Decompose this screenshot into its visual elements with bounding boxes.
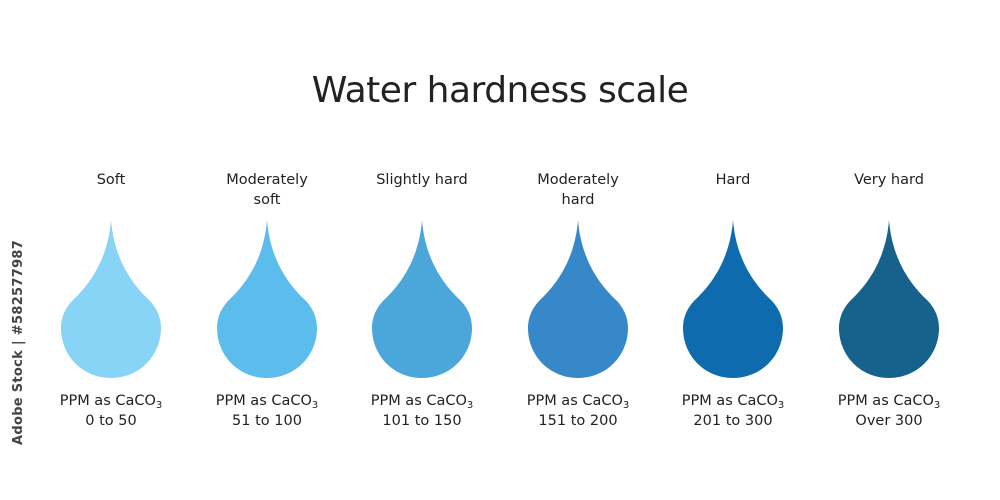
ppm-unit: PPM as CaCO3 xyxy=(192,391,342,411)
level-name-line: Moderately xyxy=(537,172,619,188)
ppm-label: PPM as CaCO3 51 to 100 xyxy=(192,391,342,431)
ppm-unit: PPM as CaCO3 xyxy=(503,391,653,411)
ppm-unit-subscript: 3 xyxy=(933,400,941,411)
level-name-line: Very hard xyxy=(854,172,924,188)
ppm-range: 201 to 300 xyxy=(693,413,773,429)
ppm-unit-text: PPM as CaCO xyxy=(681,393,778,409)
level-name: Slightly hard xyxy=(347,170,497,190)
ppm-range: 101 to 150 xyxy=(382,413,462,429)
hardness-level-hard: Hard PPM as CaCO3 201 to 300 xyxy=(658,0,808,500)
ppm-label: PPM as CaCO3 101 to 150 xyxy=(347,391,497,431)
hardness-level-moderately-soft: Moderately soft PPM as CaCO3 51 to 100 xyxy=(192,0,342,500)
ppm-unit-text: PPM as CaCO xyxy=(370,393,467,409)
ppm-unit-subscript: 3 xyxy=(622,400,630,411)
level-name: Hard xyxy=(658,170,808,190)
water-drop-shape xyxy=(217,220,317,378)
ppm-unit-subscript: 3 xyxy=(155,400,163,411)
ppm-unit: PPM as CaCO3 xyxy=(814,391,964,411)
water-drop-icon xyxy=(683,218,783,378)
level-name-line: Hard xyxy=(715,172,751,188)
water-drop-shape xyxy=(528,220,628,378)
level-name-line: Soft xyxy=(96,172,126,188)
level-name-line: hard xyxy=(561,192,595,208)
ppm-unit-text: PPM as CaCO xyxy=(526,393,623,409)
level-name: Soft xyxy=(36,170,186,190)
ppm-unit: PPM as CaCO3 xyxy=(36,391,186,411)
water-drop-icon xyxy=(61,218,161,378)
ppm-unit-text: PPM as CaCO xyxy=(837,393,934,409)
ppm-range: Over 300 xyxy=(855,413,923,429)
water-drop-shape xyxy=(839,220,939,378)
hardness-level-soft: Soft PPM as CaCO3 0 to 50 xyxy=(36,0,186,500)
water-drop-icon xyxy=(528,218,628,378)
ppm-label: PPM as CaCO3 0 to 50 xyxy=(36,391,186,431)
hardness-level-moderately-hard: Moderately hard PPM as CaCO3 151 to 200 xyxy=(503,0,653,500)
ppm-unit-text: PPM as CaCO xyxy=(215,393,312,409)
level-name: Moderately soft xyxy=(192,170,342,210)
ppm-range: 0 to 50 xyxy=(85,413,137,429)
level-name: Very hard xyxy=(814,170,964,190)
water-drop-shape xyxy=(372,220,472,378)
hardness-level-very-hard: Very hard PPM as CaCO3 Over 300 xyxy=(814,0,964,500)
ppm-unit-text: PPM as CaCO xyxy=(59,393,156,409)
water-drop-icon xyxy=(217,218,317,378)
ppm-unit-subscript: 3 xyxy=(466,400,474,411)
ppm-label: PPM as CaCO3 Over 300 xyxy=(814,391,964,431)
level-name-line: Slightly hard xyxy=(376,172,468,188)
water-drop-icon xyxy=(839,218,939,378)
page-title: Water hardness scale xyxy=(311,70,689,111)
ppm-label: PPM as CaCO3 151 to 200 xyxy=(503,391,653,431)
ppm-unit-subscript: 3 xyxy=(777,400,785,411)
ppm-unit: PPM as CaCO3 xyxy=(347,391,497,411)
ppm-label: PPM as CaCO3 201 to 300 xyxy=(658,391,808,431)
water-drop-shape xyxy=(683,220,783,378)
level-name-line: Moderately xyxy=(226,172,308,188)
hardness-level-slightly-hard: Slightly hard PPM as CaCO3 101 to 150 xyxy=(347,0,497,500)
water-drop-shape xyxy=(61,220,161,378)
ppm-range: 51 to 100 xyxy=(232,413,302,429)
level-name-line: soft xyxy=(253,192,281,208)
ppm-unit-subscript: 3 xyxy=(311,400,319,411)
level-name: Moderately hard xyxy=(503,170,653,210)
ppm-range: 151 to 200 xyxy=(538,413,618,429)
ppm-unit: PPM as CaCO3 xyxy=(658,391,808,411)
water-drop-icon xyxy=(372,218,472,378)
